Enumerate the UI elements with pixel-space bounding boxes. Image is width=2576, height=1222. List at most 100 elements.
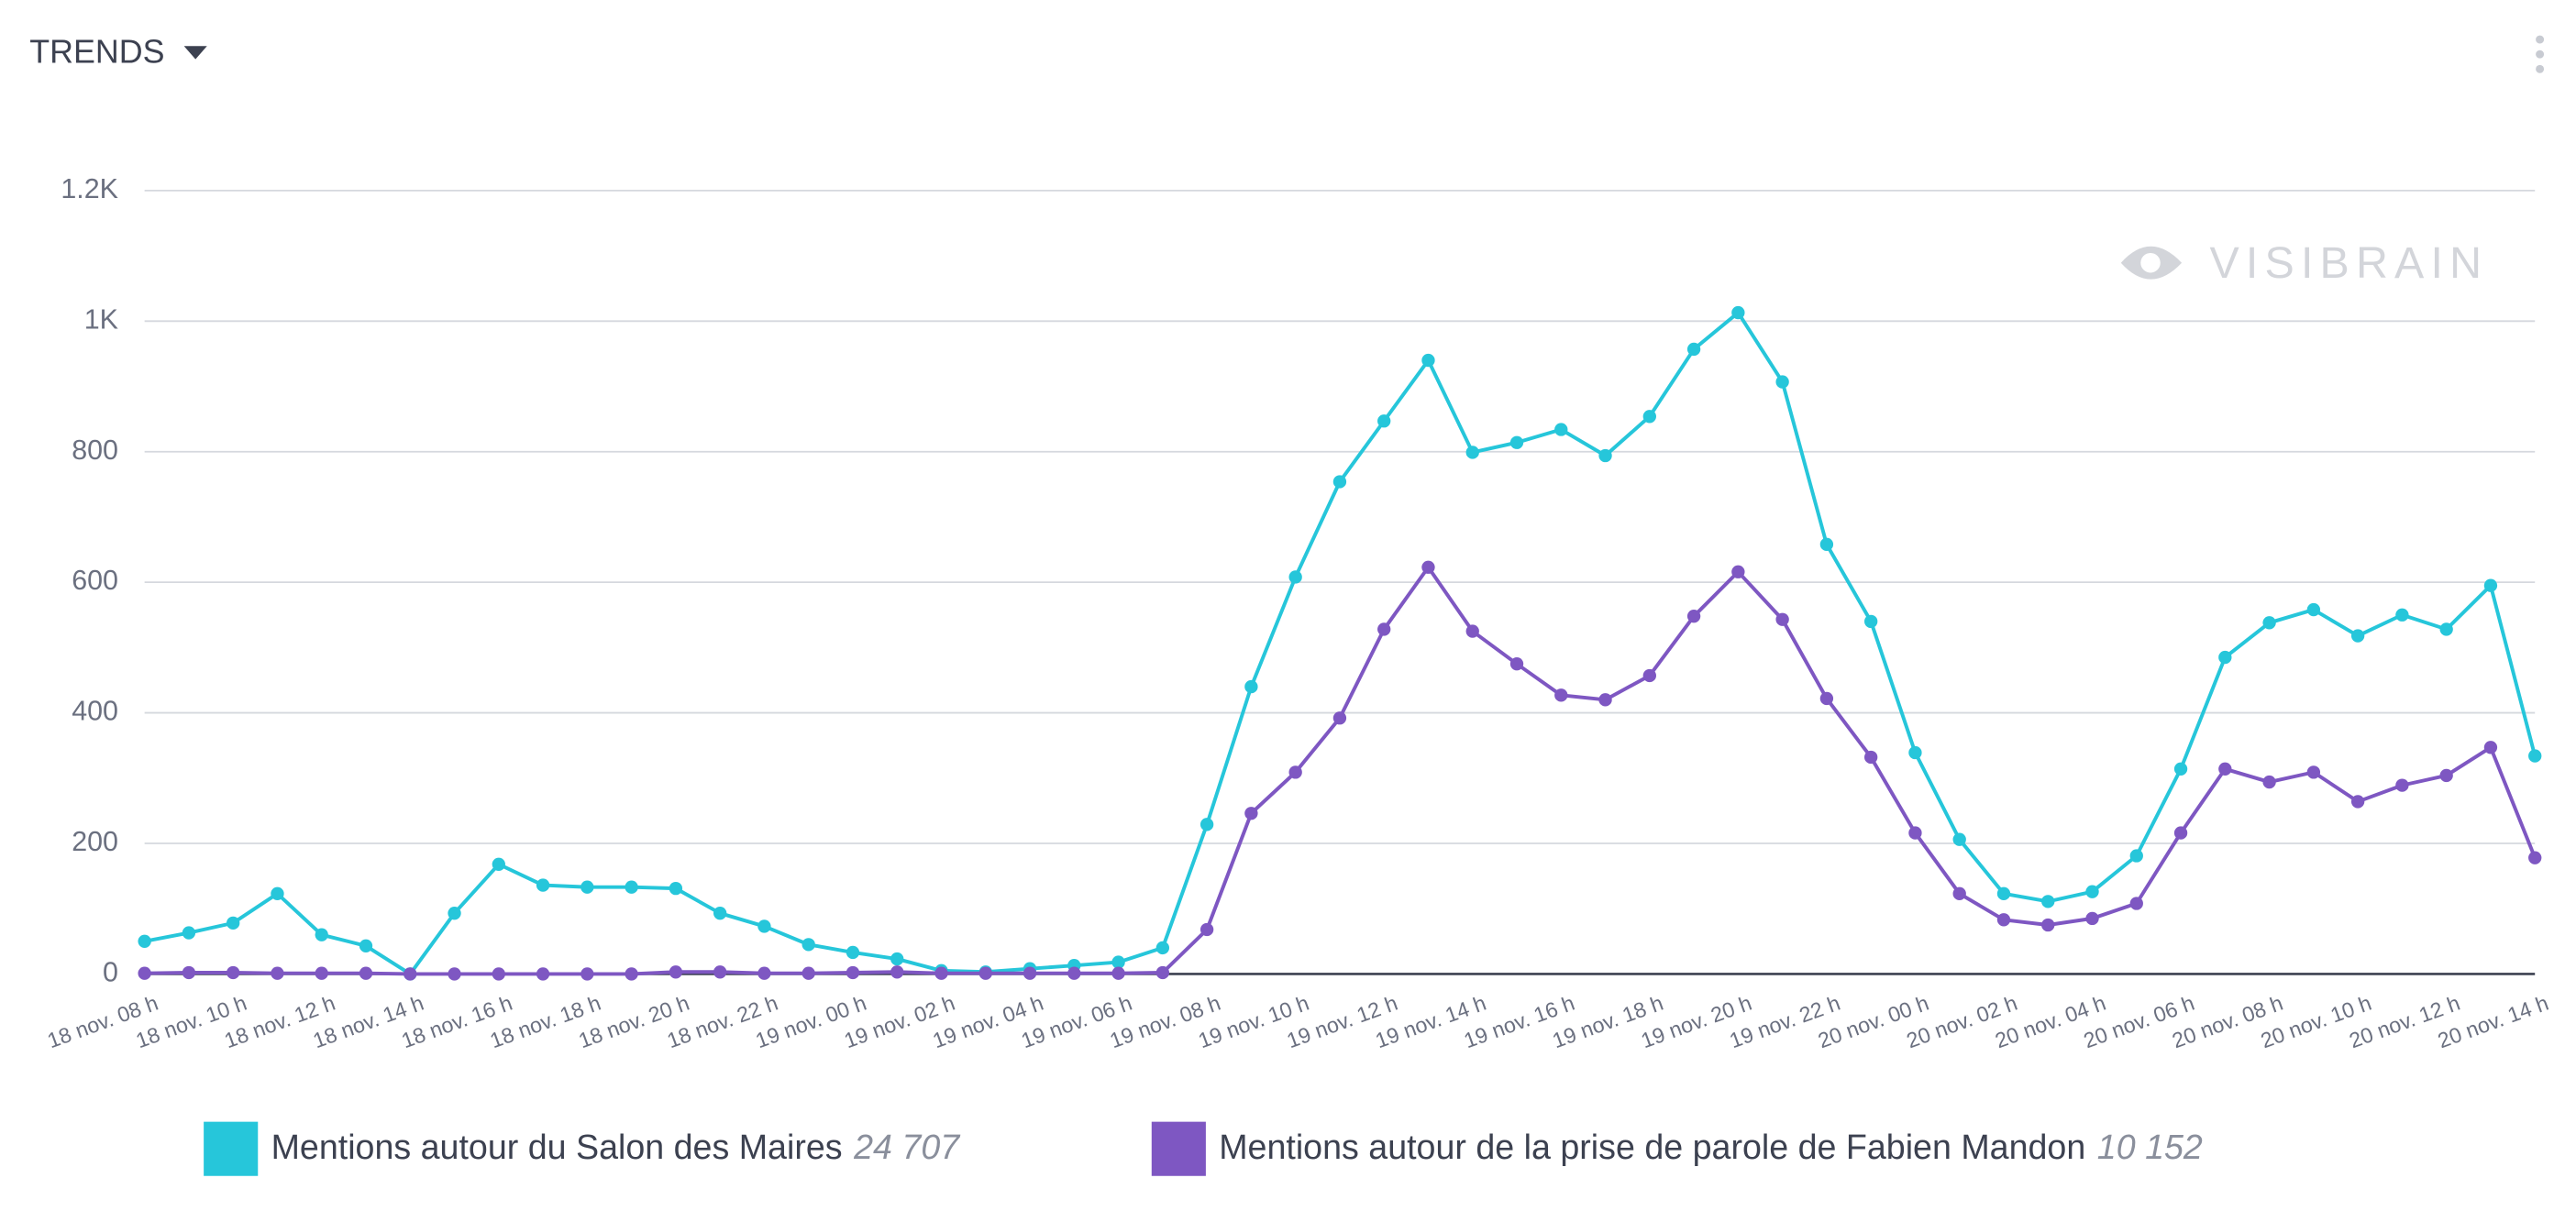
data-point xyxy=(1465,446,1479,459)
data-point xyxy=(182,965,196,980)
data-point xyxy=(2306,602,2321,617)
data-point xyxy=(625,967,638,981)
data-point xyxy=(625,880,638,894)
data-point xyxy=(934,966,948,980)
data-point xyxy=(1288,765,1302,779)
data-point xyxy=(669,965,683,979)
data-point xyxy=(2041,895,2055,908)
data-point xyxy=(2350,795,2365,809)
dropdown-arrow[interactable] xyxy=(183,46,207,60)
data-point xyxy=(757,966,771,980)
y-tick-label: 1K xyxy=(84,303,118,335)
data-point xyxy=(2483,741,2498,754)
data-point xyxy=(182,926,196,940)
data-point xyxy=(713,965,727,979)
data-point xyxy=(1111,966,1125,980)
data-point xyxy=(1332,475,1347,489)
data-point xyxy=(1200,922,1214,937)
data-point xyxy=(138,966,151,980)
data-point xyxy=(1819,537,1834,552)
data-point xyxy=(1509,435,1524,449)
data-point xyxy=(2173,762,2188,776)
data-point xyxy=(1996,886,2011,900)
panel-title[interactable]: TRENDS xyxy=(29,34,164,71)
data-point xyxy=(2306,765,2321,779)
data-point xyxy=(1554,688,1568,702)
data-point xyxy=(2528,749,2542,763)
data-point xyxy=(1155,941,1170,955)
data-point xyxy=(2439,768,2453,783)
data-point xyxy=(1996,913,2011,927)
y-tick-label: 0 xyxy=(103,956,118,987)
data-point xyxy=(1775,612,1789,626)
data-point xyxy=(227,965,240,980)
data-point xyxy=(315,966,328,980)
data-point xyxy=(492,967,505,981)
legend-label: Mentions autour du Salon des Maires xyxy=(271,1128,843,1166)
data-point xyxy=(1952,886,1966,900)
data-point xyxy=(802,938,815,952)
menu-dots[interactable] xyxy=(2536,35,2545,73)
data-point xyxy=(1775,375,1789,389)
data-point xyxy=(1864,750,1878,765)
data-point xyxy=(978,966,992,980)
data-point xyxy=(2218,762,2232,776)
data-point xyxy=(315,928,328,941)
data-point xyxy=(1377,622,1391,636)
data-point xyxy=(1554,423,1568,436)
data-point xyxy=(1421,353,1435,368)
legend-label: Mentions autour de la prise de parole de… xyxy=(1219,1128,2085,1166)
data-point xyxy=(1465,624,1479,638)
data-point xyxy=(846,945,860,960)
data-point xyxy=(404,967,417,981)
data-point xyxy=(2262,775,2276,789)
data-point xyxy=(1023,966,1037,980)
data-point xyxy=(713,907,727,920)
data-point xyxy=(1155,965,1170,980)
data-point xyxy=(359,966,373,980)
legend-swatch xyxy=(1151,1121,1206,1176)
data-point xyxy=(492,857,505,871)
data-point xyxy=(1111,955,1125,969)
legend-total: 24 707 xyxy=(853,1128,961,1166)
data-point xyxy=(536,967,550,981)
data-point xyxy=(890,965,904,979)
data-point xyxy=(448,967,461,981)
data-point xyxy=(1686,342,1701,357)
data-point xyxy=(1819,691,1834,706)
data-point xyxy=(2085,885,2099,898)
data-point xyxy=(1244,807,1258,820)
data-point xyxy=(1598,448,1612,463)
data-point xyxy=(271,966,284,980)
data-point xyxy=(2041,918,2055,932)
data-point xyxy=(580,880,594,894)
data-point xyxy=(1908,745,1922,760)
data-point xyxy=(2395,778,2409,792)
watermark-icon xyxy=(2120,246,2183,280)
data-point xyxy=(1377,414,1391,428)
data-point xyxy=(1864,614,1878,629)
data-point xyxy=(1332,711,1347,725)
y-tick-label: 1.2K xyxy=(61,173,118,204)
data-point xyxy=(2129,897,2143,910)
data-point xyxy=(1686,610,1701,623)
data-point xyxy=(2439,622,2453,636)
data-point xyxy=(2350,629,2365,643)
data-point xyxy=(2483,578,2498,592)
data-point xyxy=(1200,818,1214,831)
data-point xyxy=(2129,849,2143,863)
data-point xyxy=(1908,826,1922,840)
data-point xyxy=(227,916,240,930)
data-point xyxy=(1244,679,1258,694)
data-point xyxy=(846,965,860,980)
data-point xyxy=(580,967,594,981)
data-point xyxy=(2085,911,2099,926)
data-point xyxy=(757,919,771,933)
y-tick-label: 800 xyxy=(72,435,118,466)
data-point xyxy=(1952,832,1966,846)
data-point xyxy=(271,886,284,900)
data-point xyxy=(2395,608,2409,622)
data-point xyxy=(1421,560,1435,574)
